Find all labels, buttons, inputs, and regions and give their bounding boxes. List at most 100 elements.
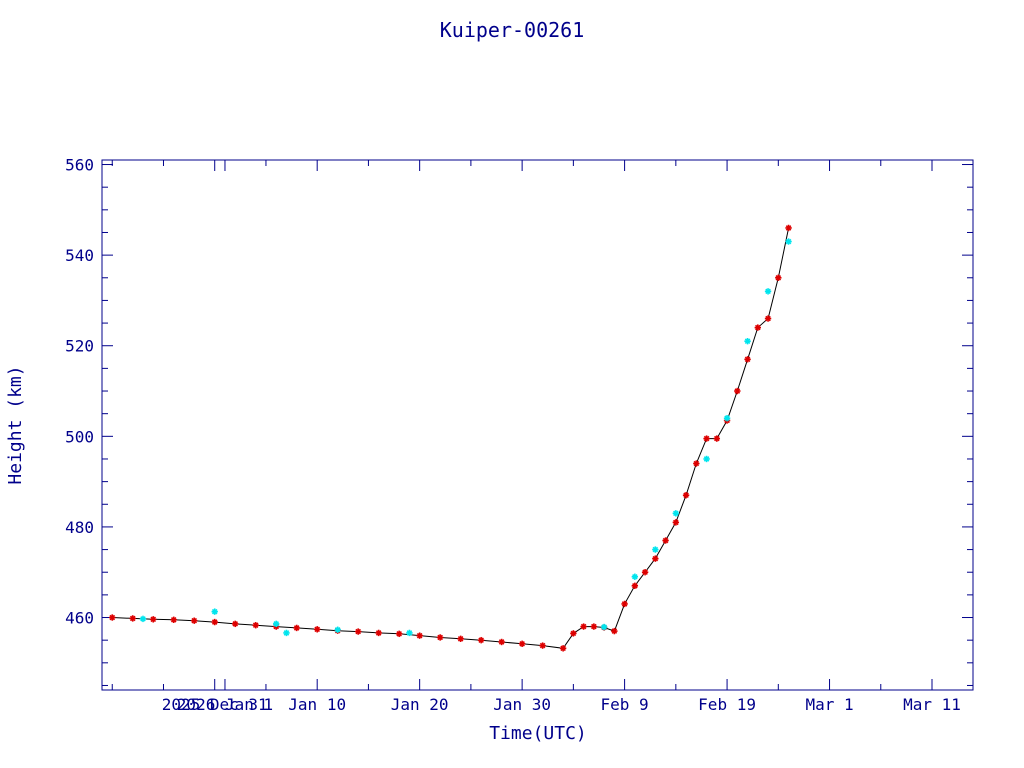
data-point-stroke <box>314 626 320 633</box>
x-tick-label: Mar 1 <box>805 695 853 714</box>
data-point-stroke <box>109 614 116 621</box>
data-point <box>693 460 700 467</box>
data-point-stroke <box>765 315 771 322</box>
y-tick-label: 520 <box>65 337 94 356</box>
chart-title: Kuiper-00261 <box>440 18 585 42</box>
data-point-stroke <box>406 630 413 636</box>
data-point-stroke <box>662 537 669 544</box>
x-tick-label: 2026 Jan 1 <box>177 695 273 714</box>
data-point <box>232 620 239 628</box>
data-point <box>477 636 485 644</box>
data-point <box>631 582 639 590</box>
data-point-stroke <box>519 640 525 647</box>
data-point <box>672 510 680 517</box>
data-point-stroke <box>211 608 218 615</box>
x-tick-label: Jan 30 <box>493 695 551 714</box>
data-point <box>764 315 772 322</box>
data-point <box>416 632 423 639</box>
data-point <box>713 435 721 442</box>
x-tick-label: Jan 10 <box>288 695 346 714</box>
data-point <box>580 623 587 630</box>
data-point <box>611 627 618 635</box>
y-tick-label: 560 <box>65 156 94 175</box>
data-point <box>375 629 382 637</box>
data-point-stroke <box>652 546 659 553</box>
x-tick-label: Jan 20 <box>391 695 449 714</box>
data-point <box>785 224 792 232</box>
plot-frame <box>101 159 974 691</box>
y-axis: 460 480 500 520 540 560 <box>65 156 973 686</box>
data-point-stroke <box>252 622 259 629</box>
data-point-stroke <box>498 639 505 645</box>
data-point <box>723 415 731 422</box>
data-point <box>682 492 690 499</box>
data-point <box>539 642 546 649</box>
data-point <box>436 634 444 641</box>
x-tick-label: 2025 Dec 31 <box>162 695 268 714</box>
data-point <box>672 519 680 526</box>
data-point <box>518 640 526 647</box>
data-point <box>293 624 300 632</box>
data-point-stroke <box>744 356 751 363</box>
y-tick-label: 460 <box>65 609 94 628</box>
x-tick-label: Feb 19 <box>698 695 756 714</box>
data-point-stroke <box>652 555 659 562</box>
data-point-stroke <box>191 617 198 624</box>
data-point <box>150 616 157 623</box>
data-point-stroke <box>673 510 679 517</box>
data-point <box>621 600 628 608</box>
data-point-stroke <box>273 621 280 627</box>
data-point <box>313 626 321 633</box>
data-point-stroke <box>591 623 597 630</box>
data-point-stroke <box>150 616 157 623</box>
data-point-stroke <box>375 630 382 636</box>
data-point <box>395 630 403 638</box>
data-point <box>744 356 751 363</box>
data-point <box>109 614 116 621</box>
data-point-stroke <box>693 460 700 467</box>
data-point <box>283 629 290 637</box>
data-point <box>570 630 577 637</box>
data-point <box>498 638 505 646</box>
data-point-stroke <box>334 626 341 633</box>
data-point <box>703 455 710 463</box>
data-point <box>457 635 464 643</box>
data-point <box>191 617 198 624</box>
data-point-stroke <box>283 630 290 636</box>
data-point-stroke <box>396 631 402 637</box>
data-point-stroke <box>416 632 423 639</box>
data-point <box>559 645 567 652</box>
data-point <box>744 337 751 345</box>
y-tick-label: 480 <box>65 518 94 537</box>
data-point <box>734 387 741 395</box>
data-point <box>662 537 669 544</box>
data-point-stroke <box>734 388 741 394</box>
data-point <box>631 573 639 580</box>
data-point <box>273 620 280 628</box>
data-point <box>252 622 259 629</box>
data-point-stroke <box>683 492 689 499</box>
data-point-stroke <box>621 601 628 607</box>
data-point-stroke <box>355 628 361 635</box>
data-point <box>406 629 413 637</box>
series-group <box>109 224 792 652</box>
data-point <box>764 288 772 295</box>
data-point-stroke <box>129 615 136 622</box>
data-point-stroke <box>642 569 648 576</box>
x-tick-label: Mar 11 <box>903 695 961 714</box>
series-line <box>112 227 790 649</box>
x-axis-label: Time(UTC) <box>489 723 587 744</box>
data-point-stroke <box>775 274 782 281</box>
y-tick-label: 500 <box>65 427 94 446</box>
data-point <box>652 546 659 553</box>
data-point-stroke <box>632 573 638 580</box>
data-point-stroke <box>755 324 761 331</box>
data-point <box>211 618 218 626</box>
data-point <box>600 623 608 631</box>
data-point-stroke <box>437 634 443 641</box>
data-point <box>590 623 598 630</box>
data-point-stroke <box>765 288 771 295</box>
data-point <box>129 615 136 622</box>
